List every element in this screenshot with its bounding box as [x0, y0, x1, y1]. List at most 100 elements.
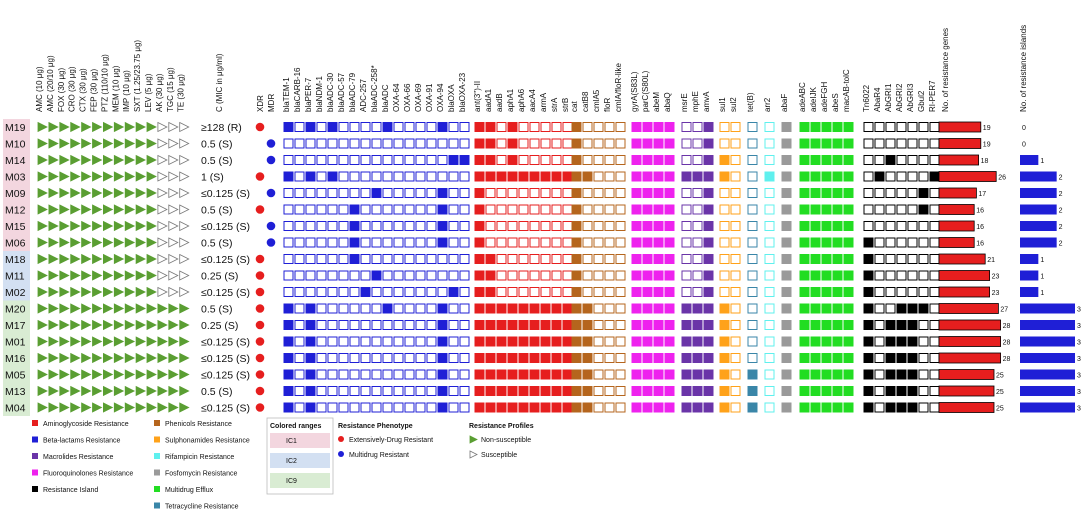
gene-present-cell — [437, 122, 448, 132]
gene-present-cell — [907, 369, 918, 380]
isolate-label: M04 — [5, 403, 26, 415]
gene-absent-cell — [730, 369, 741, 380]
gene-absent-cell — [593, 320, 604, 330]
gene-absent-cell — [316, 254, 327, 264]
gene-absent-cell — [518, 237, 529, 248]
gene-absent-cell — [305, 287, 316, 297]
gene-absent-cell — [896, 287, 907, 297]
gene-absent-cell — [681, 254, 692, 264]
non-susceptible-triangle — [37, 369, 48, 380]
gene-absent-cell — [349, 188, 360, 198]
gene-absent-cell — [730, 353, 741, 363]
legend-swatch — [32, 420, 38, 426]
gene-absent-cell — [562, 188, 573, 198]
non-susceptible-triangle — [48, 253, 59, 265]
gene-absent-cell — [615, 369, 626, 380]
gene-present-cell — [305, 171, 316, 182]
gene-header: catB8 — [581, 91, 590, 112]
gene-absent-cell — [316, 171, 327, 182]
gene-absent-cell — [615, 336, 626, 347]
gene-absent-cell — [615, 138, 626, 149]
gene-present-cell — [283, 369, 294, 380]
gene-absent-cell — [327, 270, 338, 281]
gene-absent-cell — [327, 188, 338, 198]
gene-present-cell — [810, 287, 821, 297]
gene-absent-cell — [730, 237, 741, 248]
gene-present-cell — [551, 303, 562, 314]
gene-present-cell — [437, 320, 448, 330]
non-susceptible-triangle — [48, 204, 59, 215]
gene-absent-cell — [615, 221, 626, 231]
gene-absent-cell — [327, 369, 338, 380]
susceptible-triangle — [157, 138, 168, 149]
gene-present-cell — [551, 353, 562, 363]
gene-present-cell — [540, 353, 551, 363]
gene-absent-cell — [426, 138, 437, 149]
gene-absent-cell — [382, 320, 393, 330]
gene-absent-cell — [448, 369, 459, 380]
non-susceptible-triangle — [113, 286, 125, 298]
susceptible-triangle — [168, 237, 179, 248]
gene-header: abeM — [652, 92, 661, 112]
gene-absent-cell — [437, 138, 448, 149]
gene-absent-cell — [562, 138, 573, 149]
gene-absent-cell — [415, 303, 426, 314]
gene-absent-cell — [415, 402, 426, 413]
gene-present-cell — [631, 138, 642, 149]
gene-absent-cell — [764, 353, 775, 363]
susceptible-triangle — [157, 253, 168, 265]
gene-present-cell — [810, 188, 821, 198]
non-susceptible-triangle — [70, 385, 81, 397]
gene-absent-cell — [764, 138, 775, 149]
gene-absent-cell — [918, 155, 929, 165]
gene-absent-cell — [426, 353, 437, 363]
gene-absent-cell — [874, 320, 885, 330]
susceptible-triangle — [179, 121, 190, 133]
gene-absent-cell — [604, 171, 615, 182]
gene-absent-cell — [371, 155, 382, 165]
gene-present-cell — [642, 254, 653, 264]
gene-present-cell — [681, 171, 692, 182]
gene-absent-cell — [874, 204, 885, 215]
gene-absent-cell — [863, 122, 874, 132]
susceptible-triangle — [168, 270, 179, 281]
gene-present-cell — [642, 287, 653, 297]
gene-absent-cell — [896, 221, 907, 231]
non-susceptible-triangle — [103, 352, 114, 364]
gene-absent-cell — [593, 122, 604, 132]
susceptible-triangle — [168, 286, 179, 298]
genes-count-bar — [938, 319, 1001, 331]
gene-present-cell — [540, 386, 551, 396]
gene-header: strB — [561, 98, 570, 112]
gene-absent-cell — [305, 237, 316, 248]
gene-present-cell — [571, 237, 582, 248]
non-susceptible-triangle — [103, 402, 114, 413]
non-susceptible-triangle — [70, 154, 81, 166]
gene-absent-cell — [459, 386, 470, 396]
gene-present-cell — [703, 369, 714, 380]
gene-present-cell — [551, 336, 562, 347]
non-susceptible-triangle — [135, 369, 146, 380]
gene-absent-cell — [604, 336, 615, 347]
non-susceptible-triangle — [113, 352, 125, 364]
islands-count-bar — [1020, 336, 1075, 347]
gene-absent-cell — [371, 204, 382, 215]
mic-value: 1 (S) — [201, 172, 224, 184]
gene-absent-cell — [437, 254, 448, 264]
non-susceptible-triangle — [124, 171, 136, 182]
gene-present-cell — [642, 237, 653, 248]
gene-absent-cell — [615, 386, 626, 396]
non-susceptible-triangle — [70, 171, 81, 182]
gene-absent-cell — [918, 353, 929, 363]
non-susceptible-triangle — [113, 171, 125, 182]
gene-absent-cell — [316, 188, 327, 198]
gene-absent-cell — [305, 138, 316, 149]
gene-absent-cell — [404, 320, 415, 330]
gene-absent-cell — [615, 188, 626, 198]
gene-present-cell — [692, 369, 703, 380]
gene-present-cell — [642, 402, 653, 413]
gene-present-cell — [681, 386, 692, 396]
gene-absent-cell — [764, 386, 775, 396]
gene-absent-cell — [338, 204, 349, 215]
gene-absent-cell — [593, 287, 604, 297]
